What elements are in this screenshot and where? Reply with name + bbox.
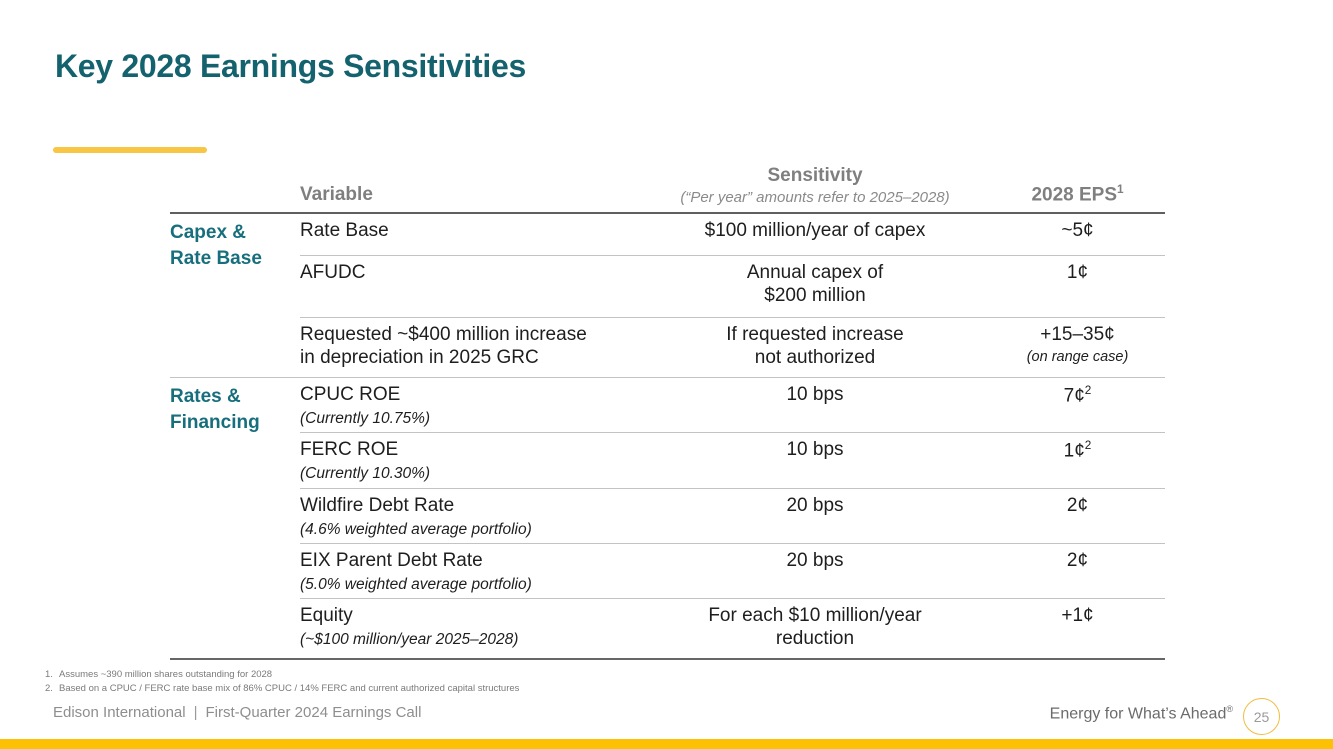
header-sensitivity-note: (“Per year” amounts refer to 2025–2028) [680, 189, 950, 206]
header-eps-label: 2028 EPS [1031, 184, 1118, 206]
table-row-cell-variable: Wildfire Debt Rate (4.6% weighted averag… [300, 488, 640, 543]
variable-text: EIX Parent Debt Rate [300, 550, 483, 571]
registered-mark: ® [1226, 704, 1233, 714]
table-row-cell-eps: +15–35¢ (on range case) [990, 317, 1165, 377]
footnote-1: 1. Assumes ~390 million shares outstandi… [45, 668, 519, 682]
variable-note: (4.6% weighted average portfolio) [300, 520, 532, 538]
variable-text: Requested ~$400 million increase in depr… [300, 324, 587, 368]
table-row-cell-sensitivity: If requested increase not authorized [640, 317, 990, 377]
page-number-badge: 25 [1243, 698, 1280, 735]
title-accent-bar [53, 147, 207, 153]
eps-footnote-ref: 2 [1084, 439, 1092, 452]
table-row-cell-eps: ~5¢ [990, 214, 1165, 255]
eps-value: 1¢ [1066, 262, 1089, 283]
eps-value: +15–35¢ [1040, 324, 1115, 345]
variable-note: (5.0% weighted average portfolio) [300, 575, 532, 593]
tagline-text: Energy for What’s Ahead [1049, 705, 1227, 723]
variable-text: Equity [300, 605, 353, 626]
table-row-cell-variable: FERC ROE (Currently 10.30%) [300, 432, 640, 488]
table-row-cell-sensitivity: For each $10 million/year reduction [640, 598, 990, 658]
footnote-number: 1. [45, 669, 53, 680]
table-row-cell-sensitivity: Annual capex of $200 million [640, 255, 990, 317]
page-title: Key 2028 Earnings Sensitivities [55, 48, 526, 84]
footer-source: Edison International | First-Quarter 2024 … [53, 704, 421, 721]
variable-text: Wildfire Debt Rate [300, 495, 455, 516]
eps-footnote-ref: 2 [1084, 384, 1092, 397]
table-row-cell-eps: 1¢2 [990, 432, 1165, 488]
header-group-spacer [170, 168, 300, 214]
eps-value: 2¢ [1066, 550, 1089, 571]
variable-note: (Currently 10.75%) [300, 409, 431, 427]
table-row-cell-sensitivity: 10 bps [640, 432, 990, 488]
variable-note: (~$100 million/year 2025–2028) [300, 630, 519, 648]
sensitivities-table: Variable Sensitivity (“Per year” amounts… [170, 165, 1165, 660]
table-row-cell-eps: 1¢ [990, 255, 1165, 317]
footnote-text: Based on a CPUC / FERC rate base mix of … [59, 683, 520, 695]
table-row-cell-variable: Equity (~$100 million/year 2025–2028) [300, 598, 640, 658]
table-row-cell-eps: 2¢ [990, 488, 1165, 543]
header-eps: 2028 EPS1 [990, 168, 1165, 214]
footer-deck-title: First-Quarter 2024 Earnings Call [205, 704, 422, 721]
variable-text: AFUDC [300, 262, 366, 283]
header-eps-footnote-ref: 1 [1117, 182, 1124, 196]
header-sensitivity-label: Sensitivity [767, 165, 863, 187]
variable-note: (Currently 10.30%) [300, 464, 431, 482]
footnote-number: 2. [45, 683, 53, 695]
footnote-2: 2. Based on a CPUC / FERC rate base mix … [45, 682, 519, 696]
eps-value: 7¢ [1063, 385, 1085, 407]
table-row-cell-variable: Rate Base [300, 214, 640, 255]
table-row-cell-variable: AFUDC [300, 255, 640, 317]
footnote-text: Assumes ~390 million shares outstanding … [59, 669, 273, 680]
footer-company: Edison International [53, 704, 186, 721]
eps-value: +1¢ [1061, 605, 1094, 626]
page-number: 25 [1253, 708, 1270, 725]
bottom-accent-bar [0, 739, 1333, 749]
table-row-cell-variable: CPUC ROE (Currently 10.75%) [300, 377, 640, 432]
eps-value: ~5¢ [1061, 220, 1094, 241]
table-row-cell-eps: 2¢ [990, 543, 1165, 598]
table-row-cell-sensitivity: 10 bps [640, 377, 990, 432]
brand-tagline: Energy for What’s Ahead® [1003, 704, 1233, 723]
group-label-capex-rate-base: Capex & Rate Base [170, 222, 262, 269]
variable-text: FERC ROE [300, 439, 399, 460]
table-row-cell-sensitivity: 20 bps [640, 543, 990, 598]
header-variable: Variable [300, 168, 640, 214]
variable-text: Rate Base [300, 220, 389, 241]
table-row-cell-variable: Requested ~$400 million increase in depr… [300, 317, 640, 377]
header-sensitivity: Sensitivity (“Per year” amounts refer to… [640, 165, 990, 214]
table-row-cell-sensitivity: $100 million/year of capex [704, 220, 926, 241]
eps-value: 2¢ [1066, 495, 1089, 516]
variable-text: CPUC ROE [300, 384, 401, 405]
footer-separator: | [193, 704, 198, 721]
table-row-cell-sensitivity: 20 bps [640, 488, 990, 543]
group-label-rates-financing: Rates & Financing [170, 377, 300, 658]
table-row-cell-variable: EIX Parent Debt Rate (5.0% weighted aver… [300, 543, 640, 598]
footnotes: 1. Assumes ~390 million shares outstandi… [45, 668, 519, 697]
eps-value: 1¢ [1063, 440, 1085, 462]
eps-note: (on range case) [1026, 348, 1129, 365]
table-row-cell-eps: 7¢2 [990, 377, 1165, 432]
table-row-cell-eps: +1¢ [990, 598, 1165, 658]
